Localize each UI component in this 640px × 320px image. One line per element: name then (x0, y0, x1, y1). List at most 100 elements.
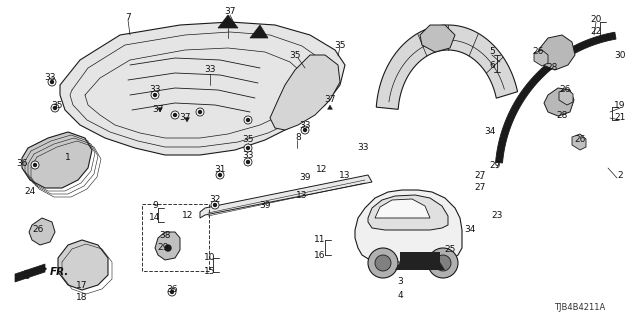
Text: 3: 3 (397, 277, 403, 286)
Polygon shape (155, 232, 180, 260)
Circle shape (54, 107, 56, 109)
Text: 37: 37 (179, 114, 191, 123)
Polygon shape (400, 252, 440, 262)
Text: 4: 4 (397, 291, 403, 300)
Polygon shape (270, 55, 340, 130)
Polygon shape (534, 50, 548, 66)
Text: 37: 37 (224, 7, 236, 17)
Text: 8: 8 (295, 133, 301, 142)
Text: 24: 24 (24, 188, 36, 196)
Text: 27: 27 (474, 183, 486, 193)
Polygon shape (495, 32, 616, 163)
Text: 11: 11 (314, 236, 326, 244)
Circle shape (428, 248, 458, 278)
Text: 39: 39 (259, 201, 271, 210)
Text: 21: 21 (614, 113, 626, 122)
Text: 18: 18 (76, 292, 88, 301)
Text: 15: 15 (204, 268, 216, 276)
Text: 38: 38 (159, 230, 171, 239)
Circle shape (218, 173, 221, 177)
Polygon shape (58, 240, 108, 290)
Circle shape (173, 114, 177, 116)
Polygon shape (395, 262, 445, 270)
Text: TJB4B4211A: TJB4B4211A (554, 303, 605, 313)
Polygon shape (375, 199, 430, 218)
Circle shape (375, 255, 391, 271)
Text: 35: 35 (334, 41, 346, 50)
Circle shape (214, 204, 216, 206)
Text: 20: 20 (590, 15, 602, 25)
Polygon shape (200, 175, 372, 218)
Polygon shape (157, 108, 163, 112)
Text: 39: 39 (300, 173, 311, 182)
Text: 33: 33 (300, 121, 311, 130)
Text: 35: 35 (51, 100, 63, 109)
Polygon shape (328, 105, 333, 109)
Circle shape (244, 144, 252, 152)
Text: 29: 29 (157, 244, 169, 252)
Text: 2: 2 (617, 171, 623, 180)
Text: 5: 5 (489, 47, 495, 57)
Text: 16: 16 (314, 251, 326, 260)
Circle shape (168, 288, 176, 296)
Circle shape (165, 245, 171, 251)
Text: 22: 22 (590, 28, 602, 36)
Text: 26: 26 (559, 85, 571, 94)
Text: 33: 33 (44, 74, 56, 83)
Text: 36: 36 (16, 158, 28, 167)
Text: 7: 7 (125, 13, 131, 22)
Circle shape (170, 291, 173, 293)
Polygon shape (538, 35, 575, 70)
Polygon shape (15, 264, 45, 282)
Circle shape (246, 118, 250, 122)
Text: 32: 32 (209, 196, 221, 204)
Text: 1: 1 (65, 154, 71, 163)
Text: 23: 23 (492, 211, 502, 220)
Text: 26: 26 (32, 226, 44, 235)
Text: 33: 33 (149, 85, 161, 94)
Text: 37: 37 (152, 106, 164, 115)
Text: 10: 10 (204, 253, 216, 262)
Circle shape (435, 255, 451, 271)
Text: 36: 36 (166, 285, 178, 294)
Text: 25: 25 (444, 245, 456, 254)
Polygon shape (60, 22, 345, 155)
Circle shape (48, 78, 56, 86)
Circle shape (171, 111, 179, 119)
Text: 19: 19 (614, 100, 626, 109)
Polygon shape (572, 134, 586, 150)
Text: 26: 26 (532, 47, 544, 57)
Polygon shape (184, 118, 189, 122)
Polygon shape (250, 25, 268, 38)
Text: 28: 28 (556, 110, 568, 119)
Circle shape (33, 164, 36, 166)
Text: 17: 17 (76, 281, 88, 290)
Polygon shape (355, 190, 462, 262)
Circle shape (51, 81, 54, 84)
Circle shape (303, 129, 307, 132)
Circle shape (211, 201, 219, 209)
Text: 31: 31 (214, 165, 226, 174)
Text: 12: 12 (316, 165, 328, 174)
Text: 27: 27 (474, 171, 486, 180)
Circle shape (154, 93, 157, 97)
Text: 34: 34 (464, 226, 476, 235)
Text: 34: 34 (484, 127, 496, 137)
Text: 14: 14 (149, 213, 161, 222)
Text: 26: 26 (574, 135, 586, 145)
Polygon shape (29, 218, 55, 245)
Polygon shape (376, 25, 518, 109)
Polygon shape (22, 132, 92, 188)
Circle shape (216, 171, 224, 179)
Circle shape (151, 91, 159, 99)
Text: 29: 29 (490, 161, 500, 170)
Circle shape (301, 126, 309, 134)
Text: FR.: FR. (50, 267, 69, 277)
Text: 37: 37 (324, 95, 336, 105)
Circle shape (51, 104, 59, 112)
Text: 13: 13 (296, 190, 308, 199)
Polygon shape (420, 25, 455, 52)
Circle shape (246, 161, 250, 164)
Text: 12: 12 (182, 211, 194, 220)
Polygon shape (368, 195, 448, 230)
